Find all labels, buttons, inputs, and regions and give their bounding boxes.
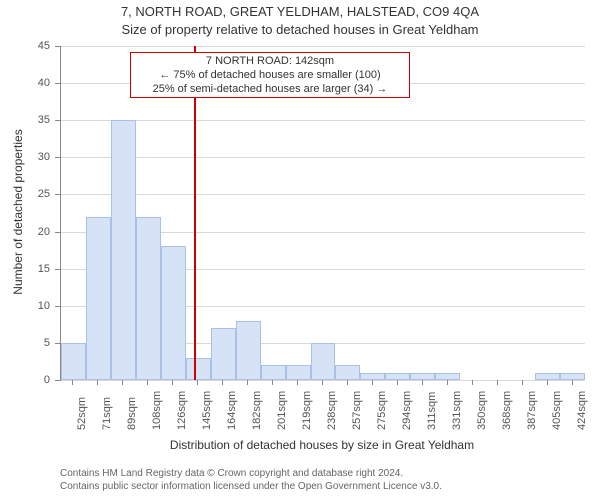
footer-line: Contains public sector information licen…	[60, 481, 442, 494]
bar	[535, 373, 560, 380]
y-tick-label: 45	[0, 40, 50, 52]
x-tick-label: 52sqm	[76, 397, 88, 430]
x-tick	[447, 380, 448, 385]
x-axis-label: Distribution of detached houses by size …	[60, 438, 584, 452]
x-tick-label: 182sqm	[251, 391, 263, 430]
bar	[360, 373, 385, 380]
gridline	[61, 46, 585, 47]
x-tick	[72, 380, 73, 385]
y-tick-label: 35	[0, 114, 50, 126]
x-tick-label: 145sqm	[201, 391, 213, 430]
x-tick	[147, 380, 148, 385]
x-tick	[222, 380, 223, 385]
x-tick-label: 257sqm	[351, 391, 363, 430]
x-tick-label: 201sqm	[276, 391, 288, 430]
bar	[211, 328, 236, 380]
x-tick	[322, 380, 323, 385]
y-tick	[55, 232, 60, 233]
bar	[136, 217, 161, 380]
footer-line: Contains HM Land Registry data © Crown c…	[60, 468, 442, 481]
y-tick	[55, 343, 60, 344]
x-tick-label: 275sqm	[376, 391, 388, 430]
y-tick	[55, 157, 60, 158]
y-tick	[55, 380, 60, 381]
x-tick-label: 238sqm	[326, 391, 338, 430]
bar	[311, 343, 336, 380]
x-tick-label: 368sqm	[501, 391, 513, 430]
y-tick-label: 25	[0, 188, 50, 200]
y-tick-label: 0	[0, 374, 50, 386]
x-tick-label: 89sqm	[126, 397, 138, 430]
y-tick-label: 15	[0, 263, 50, 275]
bar	[111, 120, 136, 380]
x-tick-label: 71sqm	[101, 397, 113, 430]
x-tick	[497, 380, 498, 385]
bar	[385, 373, 410, 380]
x-tick	[522, 380, 523, 385]
y-tick	[55, 269, 60, 270]
x-tick-label: 294sqm	[401, 391, 413, 430]
bar	[86, 217, 111, 380]
annotation-box: 7 NORTH ROAD: 142sqm← 75% of detached ho…	[130, 52, 410, 98]
y-tick	[55, 46, 60, 47]
x-tick	[272, 380, 273, 385]
x-tick	[247, 380, 248, 385]
x-tick-label: 331sqm	[451, 391, 463, 430]
x-tick-label: 405sqm	[551, 391, 563, 430]
bar	[186, 358, 211, 380]
title-line-2: Size of property relative to detached ho…	[0, 22, 600, 37]
x-tick-label: 350sqm	[476, 391, 488, 430]
bar	[61, 343, 86, 380]
bar	[161, 246, 186, 380]
x-tick	[472, 380, 473, 385]
x-tick-label: 126sqm	[176, 391, 188, 430]
x-tick	[347, 380, 348, 385]
y-tick-label: 40	[0, 77, 50, 89]
gridline	[61, 157, 585, 158]
y-tick	[55, 194, 60, 195]
y-tick	[55, 83, 60, 84]
y-tick-label: 5	[0, 337, 50, 349]
annotation-line: ← 75% of detached houses are smaller (10…	[135, 69, 405, 83]
x-tick-label: 108sqm	[151, 391, 163, 430]
x-tick-label: 219sqm	[301, 391, 313, 430]
bar	[236, 321, 261, 380]
x-tick-label: 311sqm	[426, 392, 438, 430]
x-tick	[297, 380, 298, 385]
x-tick	[547, 380, 548, 385]
y-axis-label: Number of detached properties	[11, 112, 25, 312]
x-tick-label: 164sqm	[226, 391, 238, 430]
gridline	[61, 120, 585, 121]
gridline	[61, 194, 585, 195]
bar	[286, 365, 311, 380]
x-tick	[172, 380, 173, 385]
bar	[410, 373, 435, 380]
x-tick	[572, 380, 573, 385]
x-tick-label: 424sqm	[576, 391, 588, 430]
bar	[560, 373, 585, 380]
x-tick	[397, 380, 398, 385]
y-tick-label: 10	[0, 300, 50, 312]
x-tick	[372, 380, 373, 385]
x-tick	[422, 380, 423, 385]
bar	[335, 365, 360, 380]
gridline	[61, 380, 585, 381]
annotation-line: 7 NORTH ROAD: 142sqm	[135, 55, 405, 69]
y-tick	[55, 120, 60, 121]
bar	[435, 373, 460, 380]
x-tick	[97, 380, 98, 385]
y-tick	[55, 306, 60, 307]
x-tick	[197, 380, 198, 385]
bar	[261, 365, 286, 380]
x-tick	[122, 380, 123, 385]
y-tick-label: 20	[0, 226, 50, 238]
y-tick-label: 30	[0, 151, 50, 163]
x-tick-label: 387sqm	[526, 391, 538, 430]
footer-credits: Contains HM Land Registry data © Crown c…	[60, 468, 442, 493]
title-line-1: 7, NORTH ROAD, GREAT YELDHAM, HALSTEAD, …	[0, 4, 600, 19]
chart-container: 7, NORTH ROAD, GREAT YELDHAM, HALSTEAD, …	[0, 0, 600, 500]
annotation-line: 25% of semi-detached houses are larger (…	[135, 83, 405, 97]
